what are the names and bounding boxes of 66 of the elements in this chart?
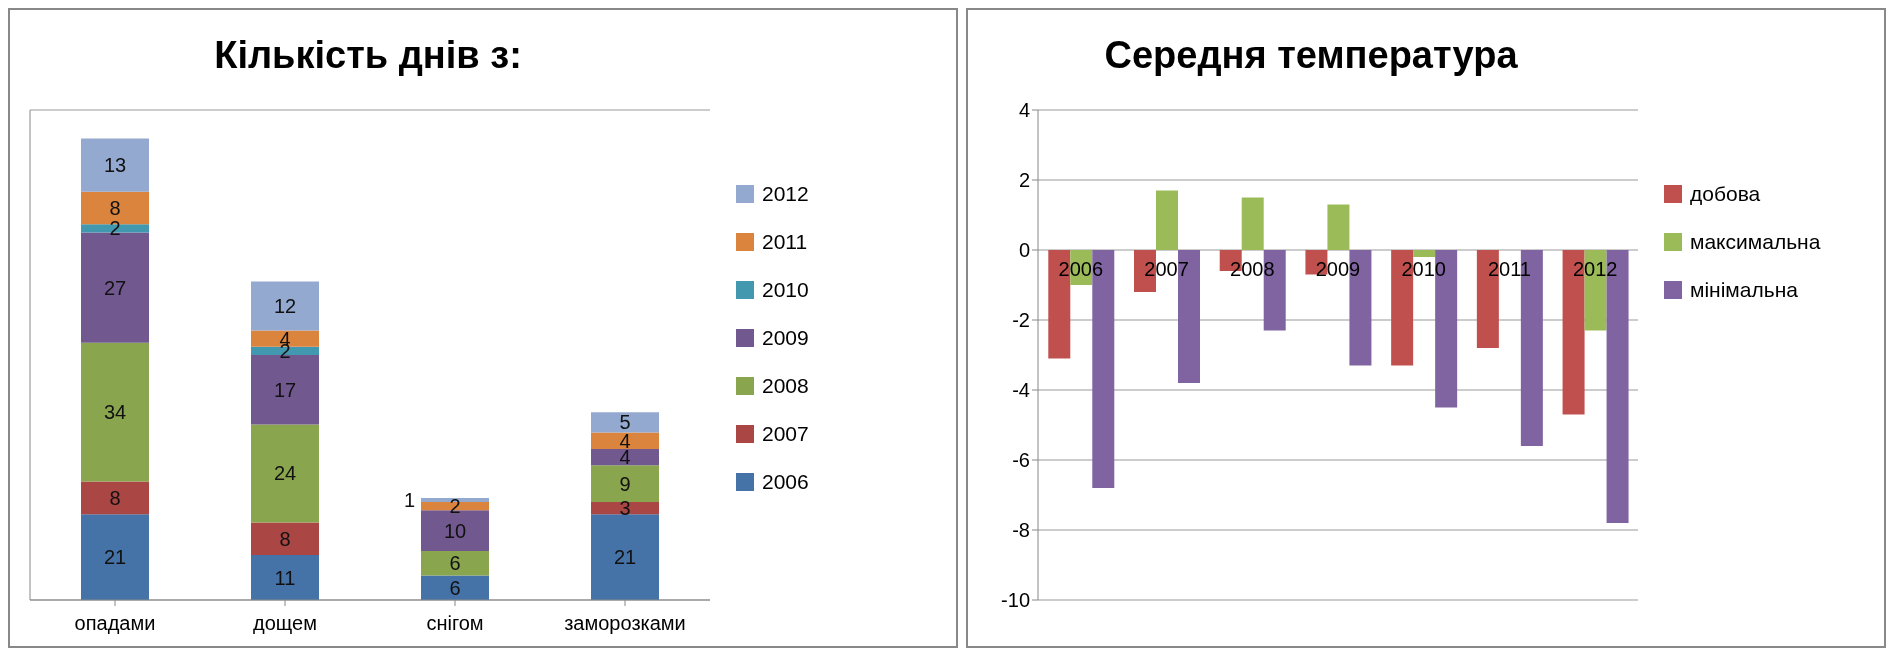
bar	[1156, 190, 1178, 250]
bar	[421, 551, 489, 576]
chart-title: Кількість днів з:	[214, 33, 522, 77]
data-label: 21	[103, 546, 127, 569]
data-label: 8	[109, 486, 121, 509]
legend-label: мінімальна	[1690, 278, 1798, 302]
y-tick-label: 4	[1018, 99, 1030, 122]
y-tick-label: -2	[1012, 309, 1030, 332]
data-label: 2	[109, 217, 121, 240]
data-label: 34	[103, 401, 127, 424]
data-label: 8	[109, 197, 121, 219]
legend-label: 2007	[762, 422, 809, 446]
bar	[81, 481, 149, 515]
x-tick-label: 2012	[1572, 258, 1618, 280]
chart-title: Середня температура	[1104, 33, 1518, 77]
data-label: 3	[619, 497, 631, 520]
data-label: 9	[619, 472, 631, 495]
x-tick-label: снігом	[426, 612, 484, 634]
bar	[251, 424, 319, 523]
bar	[251, 555, 319, 600]
bar	[251, 522, 319, 556]
legend-label: 2011	[762, 230, 808, 254]
data-label: 12	[273, 295, 297, 317]
bar	[1241, 197, 1264, 250]
data-label: 27	[103, 276, 127, 299]
x-tick-label: опадами	[74, 612, 156, 634]
data-label: 13	[103, 154, 127, 177]
data-label: 21	[613, 546, 637, 569]
bar	[591, 448, 659, 466]
x-tick-label: 2009	[1315, 258, 1361, 280]
y-tick-label: -8	[1012, 519, 1030, 542]
bar	[1327, 204, 1350, 250]
legend-label: 2012	[762, 182, 809, 206]
bar	[81, 342, 149, 482]
data-label: 10	[443, 519, 467, 542]
data-label: 17	[273, 378, 297, 401]
legend-label: 2009	[762, 326, 809, 350]
y-tick-label: -4	[1012, 379, 1030, 402]
legend-label: максимальна	[1690, 230, 1821, 254]
data-label: 5	[619, 411, 631, 434]
y-tick-label: 0	[1018, 239, 1030, 262]
legend-label: 2006	[762, 470, 809, 494]
y-tick-label: -10	[1001, 589, 1030, 612]
legend-label: добова	[1690, 182, 1761, 206]
legend-label: 2010	[762, 278, 809, 302]
bar	[1413, 250, 1436, 257]
data-label: 6	[449, 552, 461, 575]
bar	[591, 514, 659, 600]
data-label: 8	[279, 527, 291, 550]
y-tick-label: -6	[1012, 449, 1030, 472]
x-tick-label: дощем	[253, 612, 317, 634]
data-label: 2	[449, 495, 461, 518]
data-label: 6	[449, 576, 461, 599]
bar	[591, 465, 659, 502]
bar	[591, 412, 659, 433]
x-tick-label: заморозками	[564, 612, 686, 634]
bar	[81, 138, 149, 192]
data-label: 24	[273, 462, 297, 485]
bar	[251, 281, 319, 331]
bar	[81, 514, 149, 600]
y-tick-label: 2	[1018, 169, 1030, 192]
legend-label: 2008	[762, 374, 809, 398]
x-tick-label: 2006	[1058, 258, 1104, 280]
bar	[591, 432, 659, 449]
data-label: 11	[274, 566, 296, 589]
data-label: 1	[403, 488, 415, 511]
